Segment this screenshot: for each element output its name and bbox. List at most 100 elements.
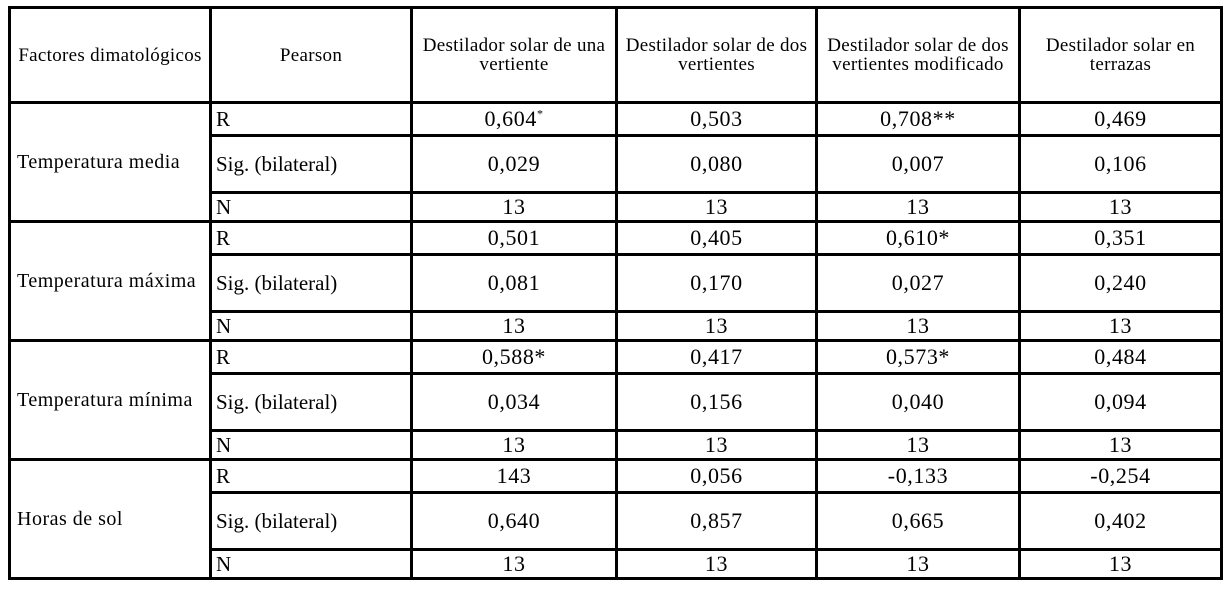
header-col-dos-vertientes-modificado: Destilador solar de dos vertientes modif… xyxy=(815,6,1021,104)
correlation-table: Factores dimatológicos Pearson Destilado… xyxy=(8,6,1223,580)
value-cell: 13 xyxy=(815,548,1021,580)
value-text: 0,405 xyxy=(690,225,743,250)
value-cell: 13 xyxy=(410,191,618,223)
value-text: 0,080 xyxy=(690,151,743,176)
value-cell: 0,402 xyxy=(1018,491,1223,551)
value-text: 0,610* xyxy=(885,225,951,250)
value-cell: 0,106 xyxy=(1018,134,1223,194)
value-cell: 13 xyxy=(615,548,818,580)
value-text: 13 xyxy=(1108,432,1133,457)
stat-label-n: N xyxy=(209,548,413,580)
table-body: Temperatura media R 0,604* 0,503 0,708** 0,46… xyxy=(8,101,1223,580)
stat-label-n: N xyxy=(209,429,413,461)
header-pearson: Pearson xyxy=(209,6,413,104)
value-cell: 0,640 xyxy=(410,491,618,551)
table-row: Sig. (bilateral) 0,034 0,156 0,040 0,094 xyxy=(10,372,1223,432)
table-row: Sig. (bilateral) 0,640 0,857 0,665 0,402 xyxy=(10,491,1223,551)
value-text: -0,133 xyxy=(887,463,949,488)
value-cell: 0,081 xyxy=(410,253,618,313)
stat-label-n: N xyxy=(209,191,413,223)
value-text: 0,665 xyxy=(891,508,945,533)
value-text: 13 xyxy=(906,194,930,219)
value-text: 0,469 xyxy=(1094,106,1147,131)
value-cell: 13 xyxy=(615,429,818,461)
value-cell: -0,254 xyxy=(1018,458,1223,494)
value-cell: 0,503 xyxy=(615,101,818,137)
stat-label-r: R xyxy=(209,101,413,137)
value-text: 0,094 xyxy=(1094,389,1147,414)
value-text: 0,040 xyxy=(891,389,945,414)
value-cell: 0,484 xyxy=(1018,339,1223,375)
value-text: 13 xyxy=(1108,313,1133,338)
value-text: 0,503 xyxy=(690,106,743,131)
value-text: 0,640 xyxy=(487,508,541,533)
value-cell: 0,857 xyxy=(615,491,818,551)
value-cell: 143 xyxy=(410,458,618,494)
value-text: 13 xyxy=(906,313,930,338)
value-text: 0,588* xyxy=(481,344,547,369)
value-cell: 13 xyxy=(815,191,1021,223)
value-cell: 0,604* xyxy=(410,101,618,137)
value-cell: 0,588* xyxy=(410,339,618,375)
value-cell: 0,405 xyxy=(615,220,818,256)
stat-label-r: R xyxy=(209,339,413,375)
value-cell: 0,573* xyxy=(815,339,1021,375)
value-text: 0,240 xyxy=(1094,270,1147,295)
value-cell: 0,240 xyxy=(1018,253,1223,313)
value-text: 0,106 xyxy=(1094,151,1147,176)
value-cell: 0,469 xyxy=(1018,101,1223,137)
value-cell: 0,708** xyxy=(815,101,1021,137)
value-cell: 13 xyxy=(815,429,1021,461)
value-cell: 0,351 xyxy=(1018,220,1223,256)
value-text: 13 xyxy=(502,551,526,576)
table-row: N 13 13 13 13 xyxy=(10,310,1223,342)
table-row: N 13 13 13 13 xyxy=(10,548,1223,580)
value-text: 13 xyxy=(502,313,526,338)
header-col-una-vertiente: Destilador solar de una vertiente xyxy=(410,6,618,104)
value-cell: 0,156 xyxy=(615,372,818,432)
value-text: 13 xyxy=(704,432,729,457)
value-cell: 13 xyxy=(410,310,618,342)
value-text: 13 xyxy=(704,313,729,338)
value-cell: 0,027 xyxy=(815,253,1021,313)
value-text: 0,484 xyxy=(1094,344,1147,369)
table-row: Temperatura mínima R 0,588* 0,417 0,573* 0,48… xyxy=(8,339,1223,461)
value-cell: 0,094 xyxy=(1018,372,1223,432)
value-cell: 0,417 xyxy=(615,339,818,375)
header-col-dos-vertientes: Destilador solar de dos vertientes xyxy=(615,6,818,104)
table-row: Temperatura máxima R 0,501 0,405 0,610* 0,351 xyxy=(8,220,1223,342)
value-cell: 0,029 xyxy=(410,134,618,194)
value-cell: 0,056 xyxy=(615,458,818,494)
value-text: 13 xyxy=(502,432,526,457)
value-text: 0,708** xyxy=(880,106,956,131)
value-text: 13 xyxy=(1108,551,1133,576)
header-col-terrazas: Destilador solar en terrazas xyxy=(1018,6,1223,104)
value-cell: 0,007 xyxy=(815,134,1021,194)
table-row: Temperatura media R 0,604* 0,503 0,708** 0,46… xyxy=(8,101,1223,223)
value-text: 13 xyxy=(502,194,526,219)
value-text: 0,501 xyxy=(487,225,541,250)
stat-label-sig: Sig. (bilateral) xyxy=(209,491,413,551)
header-row: Factores dimatológicos Pearson Destilado… xyxy=(8,6,1223,104)
value-text: 13 xyxy=(704,551,729,576)
value-text: 0,417 xyxy=(690,344,743,369)
stat-label-n: N xyxy=(209,310,413,342)
stat-label-sig: Sig. (bilateral) xyxy=(209,134,413,194)
table-row: N 13 13 13 13 xyxy=(10,429,1223,461)
value-text: 0,029 xyxy=(487,151,541,176)
table-row: N 13 13 13 13 xyxy=(10,191,1223,223)
value-cell: 0,040 xyxy=(815,372,1021,432)
stat-label-sig: Sig. (bilateral) xyxy=(209,372,413,432)
value-cell: 0,610* xyxy=(815,220,1021,256)
header-factor: Factores dimatológicos xyxy=(8,6,212,104)
factor-label: Temperatura media xyxy=(8,101,212,223)
value-text: -0,254 xyxy=(1090,463,1151,488)
value-text: 0,170 xyxy=(690,270,743,295)
factor-label: Temperatura mínima xyxy=(8,339,212,461)
value-text: 0,604 xyxy=(484,106,537,131)
value-cell: 13 xyxy=(815,310,1021,342)
value-text: 0,007 xyxy=(891,151,945,176)
value-text: 0,573* xyxy=(885,344,951,369)
value-text: 0,156 xyxy=(690,389,743,414)
value-text: 0,351 xyxy=(1094,225,1147,250)
